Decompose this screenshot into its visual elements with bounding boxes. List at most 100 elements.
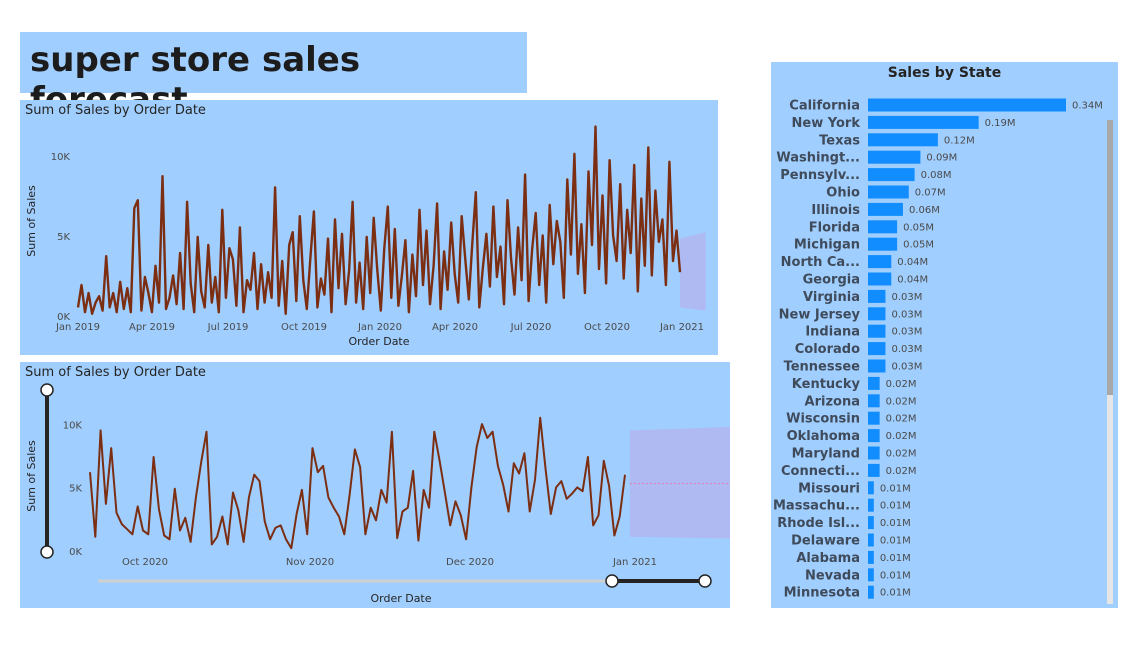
- chart1-y-tick: 0K: [57, 312, 70, 323]
- state-bar[interactable]: [868, 324, 886, 338]
- state-bar[interactable]: [868, 359, 886, 373]
- state-label: Colorado: [795, 342, 860, 357]
- state-bar[interactable]: [868, 272, 892, 286]
- state-label: Connecti...: [781, 464, 860, 479]
- y-range-slider-handle-bottom[interactable]: [40, 545, 54, 559]
- state-bar[interactable]: [868, 463, 880, 477]
- state-bar[interactable]: [868, 307, 886, 321]
- state-bar[interactable]: [868, 289, 886, 303]
- state-bar[interactable]: [868, 150, 921, 164]
- state-bar[interactable]: [868, 115, 979, 129]
- state-value-label: 0.02M: [886, 431, 917, 442]
- chart1-x-tick: Jan 2021: [659, 322, 704, 333]
- chart2-y-tick: 0K: [69, 547, 82, 558]
- state-bar[interactable]: [868, 411, 880, 425]
- state-value-label: 0.01M: [880, 483, 911, 494]
- state-label: Florida: [809, 220, 860, 235]
- state-value-label: 0.19M: [985, 118, 1016, 129]
- state-value-label: 0.04M: [897, 257, 928, 268]
- state-bar[interactable]: [868, 498, 874, 512]
- state-chart-svg: California 0.34M New York 0.19M Texas 0.12M Wa…: [773, 98, 1113, 604]
- x-range-slider-handle-left[interactable]: [605, 574, 619, 588]
- chart2-x-axis-title: Order Date: [370, 592, 431, 605]
- state-label: Indiana: [805, 325, 860, 340]
- state-label: Rhode Isl...: [777, 516, 860, 531]
- state-bar[interactable]: [868, 185, 909, 199]
- chart1-x-tick: Jul 2020: [510, 322, 552, 333]
- chart2-y-axis-title: Sum of Sales: [25, 440, 38, 512]
- state-value-label: 0.01M: [880, 518, 911, 529]
- chart1-title: Sum of Sales by Order Date: [25, 103, 206, 118]
- state-value-label: 0.05M: [903, 222, 934, 233]
- chart2-y-tick: 5K: [69, 484, 82, 495]
- state-label: Georgia: [803, 273, 860, 288]
- state-value-label: 0.09M: [926, 153, 957, 164]
- state-bar[interactable]: [868, 516, 874, 530]
- chart1-y-tick: 10K: [51, 152, 71, 163]
- state-bar[interactable]: [868, 133, 938, 147]
- state-bar[interactable]: [868, 394, 880, 408]
- state-label: Alabama: [796, 551, 860, 566]
- chart1-forecast-band: [680, 232, 706, 311]
- state-value-label: 0.03M: [891, 344, 922, 355]
- chart1-x-tick: Jan 2020: [357, 322, 402, 333]
- state-label: Ohio: [826, 186, 860, 201]
- chart1-y-tick: 5K: [57, 232, 70, 243]
- sales-line-chart-zoomed[interactable]: Sum of Sales by Order Date 0K 5K 10K Oct 20…: [20, 362, 730, 608]
- state-bar[interactable]: [868, 168, 915, 182]
- state-bar[interactable]: [868, 376, 880, 390]
- chart1-x-tick: Jan 2019: [55, 322, 100, 333]
- state-label: Wisconsin: [786, 412, 860, 427]
- chart1-series-line: [76, 125, 682, 316]
- sales-line-chart-full[interactable]: Sum of Sales by Order Date 0K 5K 10K Jan 20…: [20, 100, 718, 355]
- state-bar[interactable]: [868, 237, 898, 251]
- state-bar[interactable]: [868, 98, 1066, 112]
- chart2-x-tick: Oct 2020: [122, 557, 168, 568]
- state-value-label: 0.01M: [880, 501, 911, 512]
- state-bar[interactable]: [868, 202, 903, 216]
- state-bar[interactable]: [868, 429, 880, 443]
- state-bar[interactable]: [868, 550, 874, 564]
- y-range-slider-handle-top[interactable]: [40, 383, 54, 397]
- chart1-x-tick: Apr 2019: [129, 322, 175, 333]
- state-label: Pennsylv...: [780, 168, 860, 183]
- report-title-box: super store sales forecast: [20, 32, 527, 120]
- state-bar[interactable]: [868, 446, 880, 460]
- state-value-label: 0.01M: [880, 553, 911, 564]
- state-value-label: 0.01M: [880, 588, 911, 599]
- state-label: Washingt...: [776, 151, 860, 166]
- state-bar[interactable]: [868, 568, 874, 582]
- state-label: Arizona: [805, 394, 860, 409]
- state-value-label: 0.02M: [886, 449, 917, 460]
- state-bar[interactable]: [868, 220, 898, 234]
- sales-by-state-chart[interactable]: Sales by State California 0.34M New York 0.…: [771, 62, 1118, 608]
- state-bar[interactable]: [868, 533, 874, 547]
- state-value-label: 0.02M: [886, 396, 917, 407]
- state-label: Texas: [819, 133, 860, 148]
- chart2-title: Sum of Sales by Order Date: [25, 365, 206, 380]
- state-label: Massachu...: [773, 499, 860, 514]
- state-value-label: 0.08M: [921, 170, 952, 181]
- state-value-label: 0.03M: [891, 292, 922, 303]
- state-label: Illinois: [811, 203, 860, 218]
- state-bar[interactable]: [868, 342, 886, 356]
- state-label: Minnesota: [784, 586, 860, 601]
- state-label: North Ca...: [781, 255, 860, 270]
- state-bar[interactable]: [868, 481, 874, 495]
- chart2-x-tick: Dec 2020: [446, 557, 494, 568]
- x-range-slider-handle-right[interactable]: [698, 574, 712, 588]
- state-value-label: 0.04M: [897, 275, 928, 286]
- state-bar[interactable]: [868, 255, 892, 269]
- chart1-x-tick: Oct 2020: [584, 322, 630, 333]
- state-bar[interactable]: [868, 585, 874, 599]
- state-value-label: 0.05M: [903, 240, 934, 251]
- state-label: Nevada: [805, 568, 860, 583]
- chart1-x-tick: Jul 2019: [207, 322, 249, 333]
- chart1-y-axis-title: Sum of Sales: [25, 185, 38, 257]
- state-label: Oklahoma: [787, 429, 860, 444]
- state-value-label: 0.03M: [891, 362, 922, 373]
- state-scrollbar-thumb[interactable]: [1107, 120, 1113, 395]
- state-value-label: 0.01M: [880, 536, 911, 547]
- state-chart-title: Sales by State: [887, 65, 1002, 81]
- state-label: New York: [792, 116, 861, 131]
